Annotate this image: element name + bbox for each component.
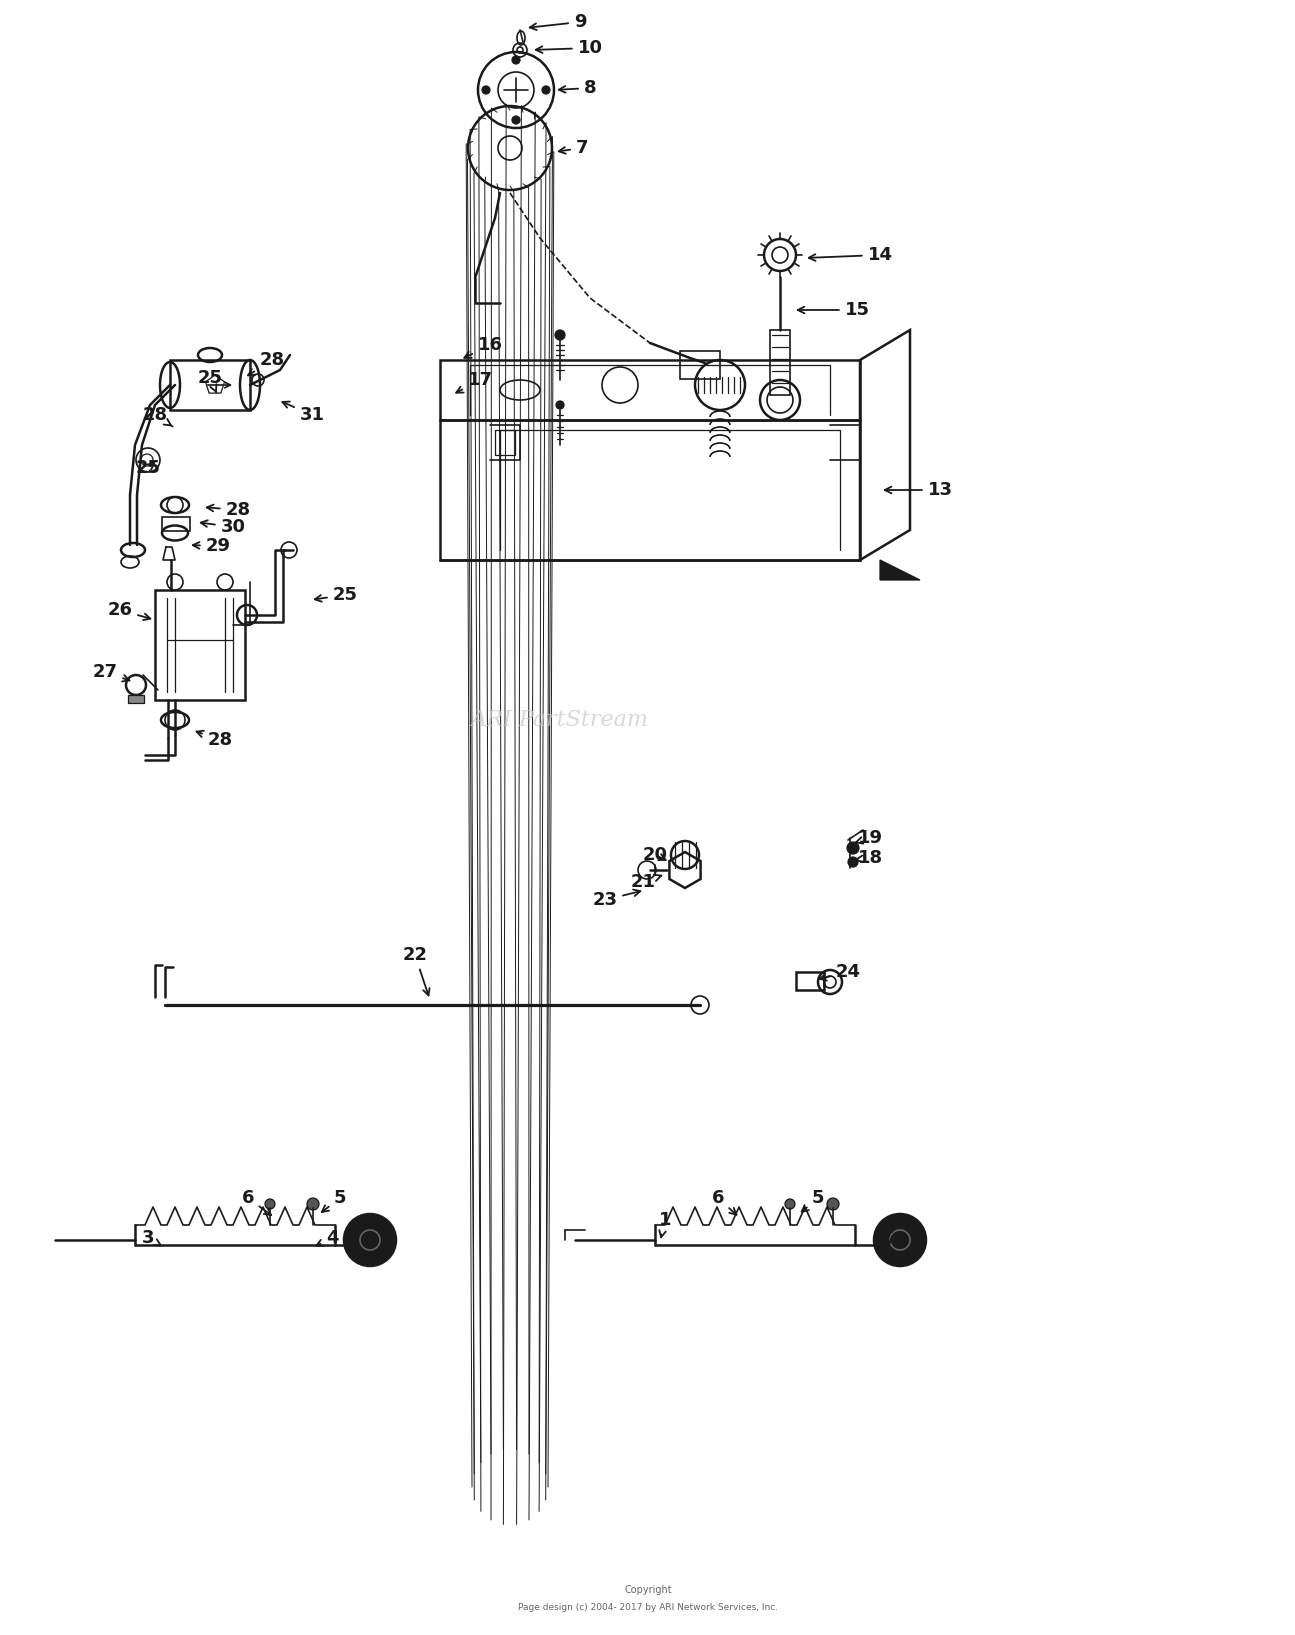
Text: 28: 28: [142, 405, 172, 427]
Bar: [155, 590, 245, 700]
Text: 22: 22: [403, 947, 430, 996]
Polygon shape: [881, 561, 919, 580]
Text: Page design (c) 2004- 2017 by ARI Network Services, Inc.: Page design (c) 2004- 2017 by ARI Networ…: [518, 1604, 778, 1612]
Circle shape: [828, 1198, 839, 1210]
Text: 25: 25: [136, 459, 161, 477]
Circle shape: [556, 330, 565, 340]
Circle shape: [874, 1215, 926, 1265]
Bar: [680, 352, 720, 379]
Text: 18: 18: [855, 849, 883, 867]
Text: 25: 25: [315, 585, 357, 603]
Text: 16: 16: [465, 337, 502, 358]
Circle shape: [543, 87, 550, 93]
Text: 6: 6: [242, 1189, 271, 1215]
Text: 21: 21: [631, 873, 662, 891]
Bar: [170, 360, 250, 410]
Text: 1: 1: [659, 1212, 671, 1238]
Text: 28: 28: [207, 500, 250, 518]
Text: 29: 29: [193, 536, 231, 554]
Text: 19: 19: [855, 829, 882, 847]
Bar: [771, 330, 790, 396]
Text: 15: 15: [798, 301, 869, 319]
Circle shape: [265, 1198, 275, 1208]
Text: 14: 14: [809, 245, 892, 263]
Text: 7: 7: [558, 139, 588, 157]
Text: 4: 4: [316, 1230, 338, 1248]
Text: 17: 17: [456, 371, 492, 392]
Bar: [796, 971, 824, 991]
Text: 2: 2: [882, 1220, 895, 1244]
Text: 5: 5: [321, 1189, 346, 1212]
Bar: [162, 517, 190, 531]
Text: 20: 20: [642, 845, 667, 863]
Text: 28: 28: [197, 731, 233, 749]
Text: 23: 23: [593, 889, 640, 909]
Text: 10: 10: [536, 39, 602, 57]
Text: ARI PartStream: ARI PartStream: [471, 710, 649, 731]
Bar: [128, 695, 144, 703]
Circle shape: [482, 87, 490, 93]
Circle shape: [512, 116, 521, 124]
Circle shape: [512, 56, 521, 64]
Text: 25: 25: [198, 370, 223, 392]
Text: 6: 6: [712, 1189, 737, 1215]
Text: Copyright: Copyright: [624, 1584, 672, 1596]
Circle shape: [344, 1215, 396, 1265]
Text: 30: 30: [201, 518, 246, 536]
Circle shape: [307, 1198, 319, 1210]
Text: 5: 5: [802, 1189, 824, 1212]
Text: 9: 9: [530, 13, 587, 31]
Circle shape: [556, 401, 565, 409]
Circle shape: [847, 842, 859, 853]
Circle shape: [785, 1198, 795, 1208]
Text: 26: 26: [107, 602, 150, 620]
Text: 27: 27: [92, 664, 130, 682]
Circle shape: [848, 857, 859, 867]
Text: 31: 31: [282, 402, 325, 423]
Text: 3: 3: [141, 1230, 161, 1248]
Text: 28: 28: [249, 352, 285, 376]
Text: 8: 8: [558, 78, 596, 96]
Text: 24: 24: [820, 963, 860, 981]
Text: 13: 13: [884, 481, 953, 499]
